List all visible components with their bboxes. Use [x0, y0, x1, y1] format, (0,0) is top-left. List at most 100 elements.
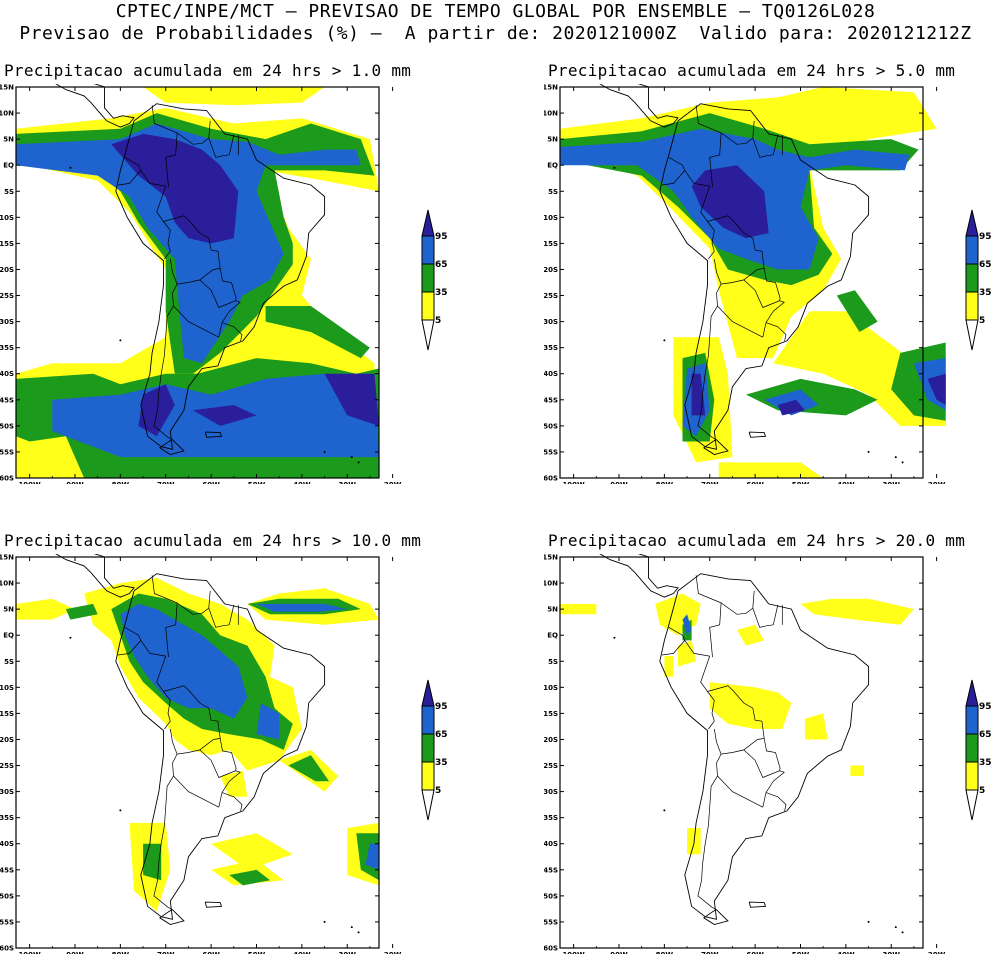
lat-tick-label: 20S — [0, 266, 14, 274]
colorbar-label-35: 35 — [979, 288, 991, 298]
lat-tick-label: 35S — [0, 814, 14, 822]
island-p1-0 — [69, 166, 72, 169]
lat-tick-label: 15S — [544, 240, 558, 248]
lat-tick-label: 20S — [0, 736, 14, 744]
panel-title-5mm: Precipitacao acumulada em 24 hrs > 5.0 m… — [548, 61, 956, 80]
lon-tick-label: 100W — [18, 481, 41, 484]
border-p2-7 — [707, 215, 765, 285]
lat-tick-label: 10S — [544, 684, 558, 692]
prob-region-p3-c65-3 — [365, 843, 379, 870]
lon-tick-label: 80W — [656, 481, 674, 484]
lat-tick-label: 50S — [0, 422, 14, 430]
lat-tick-label: 5N — [3, 136, 14, 144]
lon-tick-label: 90W — [610, 481, 628, 484]
border-p1-1 — [176, 120, 211, 145]
lon-tick-label: 100W — [18, 951, 41, 954]
map-frame-p3 — [15, 556, 380, 949]
prob-region-p4-c5-5 — [709, 682, 792, 729]
colorbar-label-35: 35 — [435, 288, 448, 298]
colorbar-bottom-arrow-cb1 — [965, 319, 979, 351]
lon-tick-label: 70W — [701, 481, 719, 484]
colorbar-label-5: 5 — [979, 786, 985, 796]
prob-region-p2-c95-3 — [927, 373, 946, 405]
lat-tick-label: 30S — [0, 318, 14, 326]
border-p2-5 — [662, 157, 686, 186]
colorbar-swatch-cb0-2 — [421, 291, 435, 321]
island-p1-1 — [119, 339, 122, 342]
border-p2-0 — [695, 105, 722, 188]
prob-region-p4-c5-4 — [737, 624, 765, 646]
prob-region-p3-c35-5 — [229, 869, 271, 886]
lat-tick-label: 55S — [544, 918, 558, 926]
prob-region-p2-c95-2 — [777, 399, 805, 416]
prob-region-p3-c65-2 — [256, 703, 280, 740]
island-p4-3 — [894, 926, 897, 929]
border-p1-11 — [221, 322, 243, 341]
colorbar-swatch-cb3-1 — [965, 733, 979, 763]
lon-tick-label: 60W — [202, 481, 220, 484]
border-p1-12 — [173, 305, 219, 338]
lat-tick-label: EQ — [3, 632, 14, 640]
island-p3-4 — [357, 931, 360, 934]
colorbar-label-5: 5 — [979, 316, 985, 326]
lat-tick-label: 10N — [544, 110, 558, 118]
colorbar-1mm: 95 65 35 5 — [421, 209, 448, 351]
border-p2-1 — [720, 120, 755, 145]
lat-tick-label: 40S — [544, 370, 558, 378]
lat-tick-label: 25S — [0, 762, 14, 770]
island-p1-2 — [323, 450, 326, 453]
lat-tick-label: 50S — [0, 892, 14, 900]
border-p4-0 — [695, 575, 722, 658]
prob-region-p4-c5-6 — [805, 713, 828, 740]
lat-tick-label: 45S — [0, 396, 14, 404]
island-p4-0 — [613, 636, 616, 639]
prob-region-p1-c95-1 — [324, 373, 379, 426]
lat-tick-label: 50S — [544, 422, 558, 430]
colorbar-label-95: 95 — [979, 702, 991, 712]
panel-title-1mm: Precipitacao acumulada em 24 hrs > 1.0 m… — [4, 61, 412, 80]
colorbar-swatch-cb1-1 — [965, 263, 979, 293]
lat-tick-label: 40S — [0, 370, 14, 378]
prob-region-p1-c95-2 — [138, 384, 175, 437]
border-p1-2 — [208, 137, 230, 158]
coastline-p2-5 — [702, 439, 729, 455]
lon-tick-label: 20W — [384, 951, 402, 954]
map-panel-5mm: 15N 10N 5N EQ 5S 10S 15S 20S 25S 30S 35S 40S 45S 50S 5… — [542, 46, 991, 489]
prob-region-p3-c5-5 — [211, 833, 293, 870]
lon-tick-label: 40W — [293, 951, 311, 954]
lon-tick-label: 50W — [248, 951, 266, 954]
island-p1-4 — [357, 461, 360, 464]
island-p4-1 — [663, 809, 666, 812]
lon-tick-label: 50W — [792, 951, 810, 954]
lon-tick-label: 80W — [656, 951, 674, 954]
border-p4-12 — [717, 775, 763, 808]
lon-tick-label: 90W — [66, 951, 84, 954]
coastline-p3-5 — [158, 909, 185, 925]
prob-region-p3-c35-4 — [143, 843, 162, 881]
lat-tick-label: 5S — [548, 188, 558, 196]
coastline-p4-6 — [748, 901, 767, 908]
colorbar-swatch-cb1-2 — [965, 291, 979, 321]
border-p4-2 — [752, 607, 774, 628]
map-panel-10mm: 15N 10N 5N EQ 5S 10S 15S 20S 25S 30S 35S 40S 45S 50S 5… — [0, 516, 420, 958]
island-p2-2 — [867, 450, 870, 453]
colorbar-swatch-cb3-2 — [965, 761, 979, 791]
border-p4-3 — [772, 604, 779, 625]
colorbar-label-5: 5 — [435, 786, 441, 796]
lat-tick-label: 15N — [544, 84, 558, 92]
lat-tick-label: 10S — [544, 214, 558, 222]
border-p3-2 — [208, 607, 230, 628]
border-p4-9 — [697, 753, 722, 910]
coastline-p1-6 — [204, 431, 223, 438]
lat-tick-label: 10N — [0, 110, 14, 118]
colorbar-20mm: 95 65 35 5 — [965, 679, 991, 821]
lat-tick-label: 10N — [544, 580, 558, 588]
lon-tick-label: 50W — [248, 481, 266, 484]
border-p2-12 — [717, 305, 763, 338]
coastline-p3-0 — [115, 573, 326, 920]
colorbar-label-95: 95 — [979, 232, 991, 242]
lat-tick-label: 15S — [0, 710, 14, 718]
border-p3-11 — [221, 792, 243, 811]
island-p3-1 — [119, 809, 122, 812]
panel-title-20mm: Precipitacao acumulada em 24 hrs > 20.0 … — [548, 531, 966, 550]
